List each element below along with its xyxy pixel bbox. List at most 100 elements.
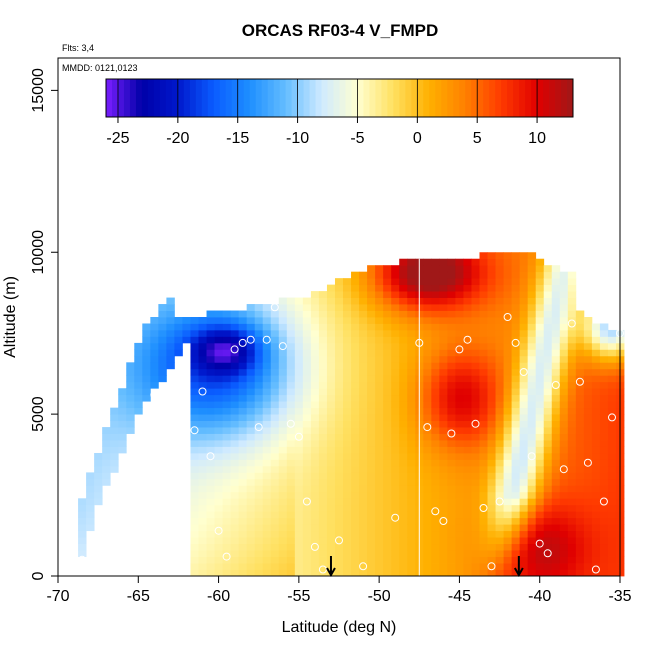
heatmap-cell xyxy=(503,349,513,357)
heatmap-cell xyxy=(391,362,400,370)
heatmap-cell xyxy=(471,511,480,519)
heatmap-cell xyxy=(559,452,569,460)
heatmap-cell xyxy=(367,317,376,324)
heatmap-cell xyxy=(118,440,127,447)
heatmap-cell xyxy=(407,446,416,454)
colorbar-segment xyxy=(249,79,257,117)
heatmap-cell xyxy=(519,323,529,331)
colorbar-segment xyxy=(297,79,304,117)
heatmap-cell xyxy=(423,271,432,279)
heatmap-cell xyxy=(479,530,488,538)
heatmap-cell xyxy=(519,258,529,266)
heatmap-cell xyxy=(455,537,464,545)
heatmap-cell xyxy=(286,459,296,467)
heatmap-cell xyxy=(391,452,400,460)
heatmap-cell xyxy=(439,427,448,434)
heatmap-cell xyxy=(543,407,553,415)
heatmap-cell xyxy=(367,310,376,318)
heatmap-cell xyxy=(487,407,496,415)
heatmap-cell xyxy=(535,420,545,428)
heatmap-cell xyxy=(519,511,529,519)
heatmap-cell xyxy=(511,414,521,422)
heatmap-cell xyxy=(383,524,392,532)
heatmap-cell xyxy=(607,401,617,409)
heatmap-cell xyxy=(599,465,609,473)
heatmap-cell xyxy=(503,258,513,266)
heatmap-cell xyxy=(439,291,448,298)
heatmap-cell xyxy=(383,271,392,279)
heatmap-cell xyxy=(118,433,127,441)
observation-point xyxy=(118,552,127,561)
heatmap-cell xyxy=(583,491,593,499)
heatmap-cell xyxy=(294,569,304,577)
heatmap-cell xyxy=(134,394,143,402)
heatmap-cell xyxy=(254,563,264,570)
heatmap-cell xyxy=(78,517,87,525)
heatmap-cell xyxy=(86,504,95,512)
heatmap-cell xyxy=(190,433,199,441)
heatmap-cell xyxy=(230,478,240,486)
heatmap-cell xyxy=(198,459,207,467)
heatmap-cell xyxy=(519,537,529,545)
heatmap-cell xyxy=(439,368,448,376)
heatmap-cell xyxy=(607,543,617,551)
heatmap-cell xyxy=(334,550,344,557)
heatmap-cell xyxy=(559,388,569,396)
heatmap-cell xyxy=(222,381,232,389)
heatmap-cell xyxy=(206,420,215,428)
heatmap-cell xyxy=(318,342,328,350)
heatmap-cell xyxy=(543,284,553,292)
heatmap-cell xyxy=(391,478,400,486)
heatmap-cell xyxy=(383,498,392,506)
heatmap-cell xyxy=(230,511,240,519)
heatmap-cell xyxy=(535,362,545,370)
heatmap-cell xyxy=(278,472,288,480)
heatmap-cell xyxy=(559,556,569,564)
heatmap-cell xyxy=(262,504,272,512)
heatmap-cell xyxy=(559,504,569,512)
heatmap-cell xyxy=(343,543,352,551)
heatmap-cell xyxy=(246,556,256,564)
heatmap-cell xyxy=(198,569,207,577)
colorbar-segment xyxy=(165,79,173,117)
heatmap-cell xyxy=(551,543,561,551)
heatmap-cell xyxy=(551,407,561,415)
colorbar-segment xyxy=(123,79,131,117)
heatmap-cell xyxy=(142,381,151,389)
heatmap-cell xyxy=(487,563,496,570)
heatmap-cell xyxy=(511,252,521,260)
heatmap-cell xyxy=(511,278,521,286)
heatmap-cell xyxy=(551,537,561,545)
heatmap-cell xyxy=(567,427,577,434)
heatmap-cell xyxy=(318,452,328,460)
heatmap-cell xyxy=(383,310,392,318)
heatmap-cell xyxy=(391,323,400,331)
heatmap-cell xyxy=(599,388,609,396)
heatmap-cell xyxy=(302,433,312,441)
observation-point xyxy=(86,562,95,571)
heatmap-cell xyxy=(535,375,545,383)
heatmap-cell xyxy=(439,401,448,409)
heatmap-cell xyxy=(318,491,328,499)
heatmap-cell xyxy=(543,465,553,473)
heatmap-cell xyxy=(543,375,553,383)
heatmap-cell xyxy=(495,472,504,480)
heatmap-cell xyxy=(487,465,496,473)
x-tick-label: -50 xyxy=(368,588,391,605)
heatmap-cell xyxy=(198,524,207,532)
heatmap-cell xyxy=(222,472,232,480)
heatmap-cell xyxy=(375,569,384,577)
heatmap-cell xyxy=(278,394,288,402)
heatmap-cell xyxy=(519,381,529,389)
heatmap-cell xyxy=(471,291,480,298)
heatmap-cell xyxy=(431,297,440,305)
heatmap-cell xyxy=(383,446,392,454)
heatmap-cell xyxy=(206,329,215,337)
heatmap-cell xyxy=(351,381,360,389)
colorbar-segment xyxy=(441,79,448,117)
heatmap-cell xyxy=(238,472,248,480)
heatmap-cell xyxy=(238,427,248,434)
heatmap-cell xyxy=(206,355,215,363)
heatmap-cell xyxy=(591,336,601,344)
heatmap-cell xyxy=(278,388,288,396)
